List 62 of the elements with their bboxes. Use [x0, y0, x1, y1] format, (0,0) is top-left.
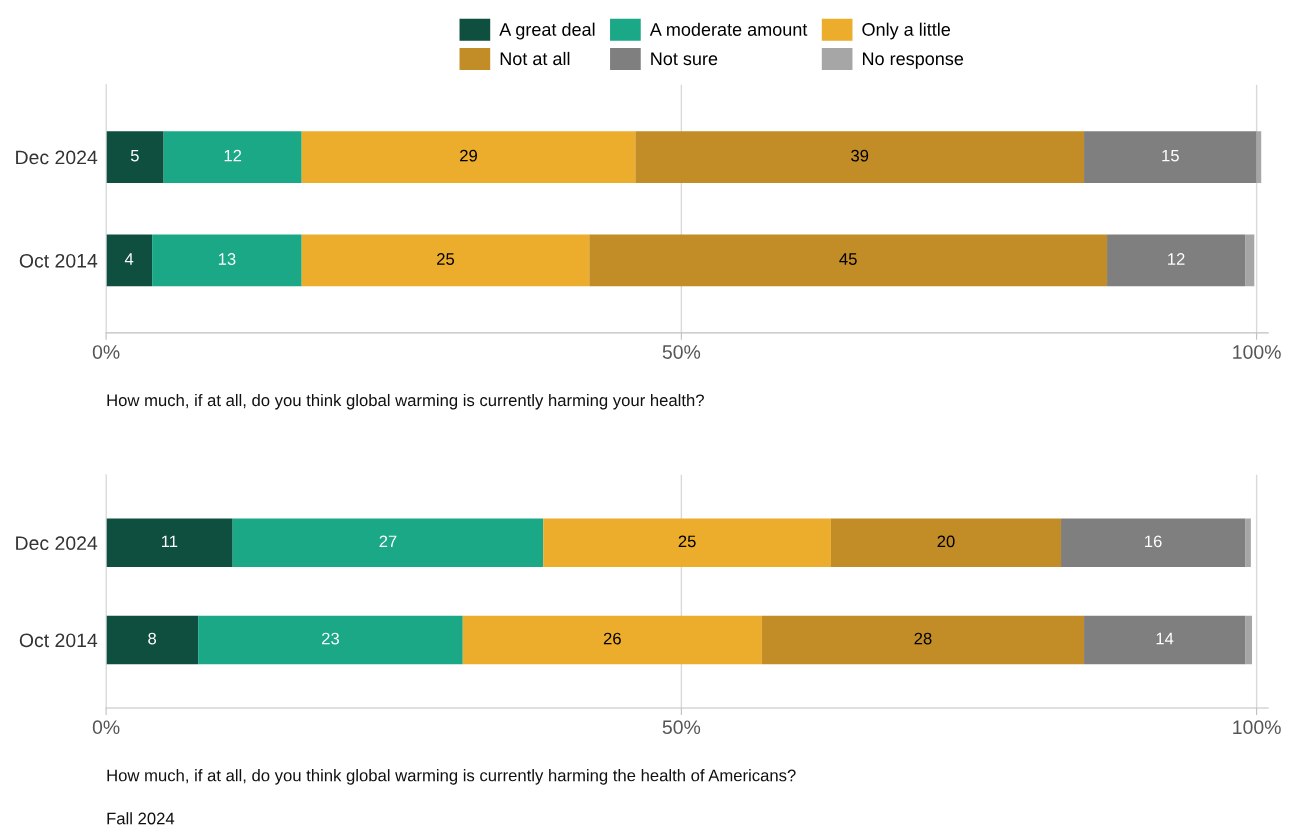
legend-label: Not at all	[500, 51, 570, 66]
data-label: 23	[322, 632, 339, 645]
data-label: 20	[937, 535, 955, 548]
legend-label: Not sure	[651, 52, 718, 66]
bar	[1084, 131, 1257, 183]
data-label: 45	[839, 253, 857, 265]
bar	[106, 615, 199, 665]
y-tick-label: Oct 2014	[19, 633, 98, 648]
bar	[106, 234, 153, 287]
text: Fall 2024	[107, 812, 175, 825]
data-label: 12	[224, 149, 242, 162]
data-label: 14	[1156, 632, 1174, 645]
bar	[232, 518, 544, 568]
bar	[589, 234, 1108, 287]
data-label: 12	[1168, 253, 1185, 265]
data-label: 8	[148, 632, 157, 645]
data-label: 28	[914, 632, 932, 645]
bar	[1245, 518, 1251, 568]
bar	[301, 131, 636, 183]
x-tick-label: 50%	[662, 345, 701, 359]
data-label: 11	[162, 535, 178, 548]
bar	[1245, 615, 1253, 665]
y-tick-label: Dec 2024	[16, 536, 98, 551]
legend-label: A moderate amount	[649, 22, 808, 36]
y-tick-label: Dec 2024	[16, 150, 98, 165]
bar	[163, 131, 302, 183]
data-label: 25	[437, 253, 455, 265]
bar	[761, 615, 1085, 665]
bar	[1245, 234, 1255, 287]
legend-label: No response	[862, 52, 964, 69]
data-label: 16	[1145, 535, 1162, 548]
data-label: 27	[379, 535, 397, 548]
data-label: 39	[851, 149, 869, 162]
legend-label: Only a little	[862, 22, 951, 40]
text: How much, if at all, do you think global warming is currently harming your health?	[107, 393, 704, 410]
bar	[462, 615, 762, 665]
bar	[301, 234, 590, 287]
x-tick-label: 100%	[1233, 720, 1281, 735]
bar	[1061, 518, 1246, 568]
legend-label: A great deal	[499, 22, 595, 40]
data-label: 4	[124, 253, 134, 265]
y-tick-label: Oct 2014	[19, 253, 98, 268]
data-label: 5	[130, 149, 139, 162]
bar	[106, 131, 164, 183]
bar	[1084, 615, 1246, 665]
bar	[1107, 234, 1246, 287]
data-label: 26	[603, 632, 621, 645]
bar	[106, 518, 233, 568]
data-label: 13	[218, 253, 236, 265]
data-label: 15	[1162, 149, 1179, 162]
x-tick-label: 100%	[1233, 345, 1281, 359]
data-label: 29	[460, 149, 477, 162]
x-tick-label: 50%	[662, 720, 701, 735]
data-label: 25	[678, 535, 696, 548]
x-tick-label: 0%	[92, 345, 120, 359]
bar	[635, 131, 1085, 183]
x-tick-label: 0%	[92, 720, 120, 735]
bar	[152, 234, 302, 287]
bar	[830, 518, 1062, 568]
text: How much, if at all, do you think global warming is currently harming the health of Americans?	[107, 769, 796, 785]
bar	[543, 518, 831, 568]
bar	[198, 615, 463, 665]
